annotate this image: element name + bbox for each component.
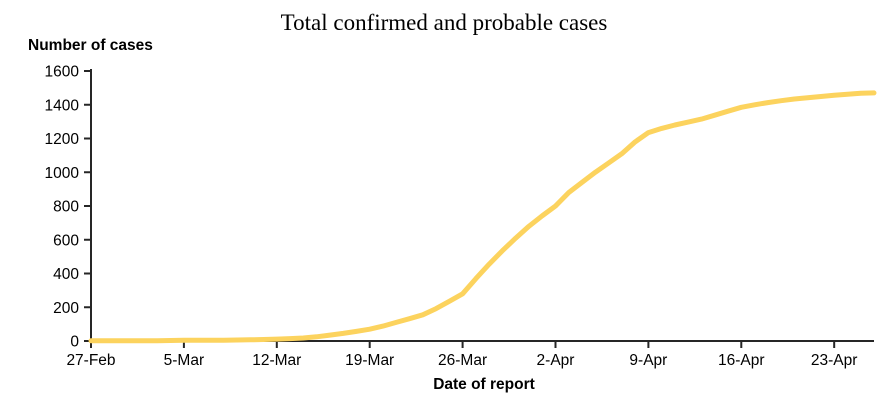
x-tick-label: 23-Apr — [811, 352, 858, 369]
y-tick-label: 200 — [53, 300, 79, 317]
x-tick-label: 19-Mar — [345, 352, 394, 369]
cases-series-line — [88, 90, 877, 344]
y-tick-label: 1400 — [45, 97, 80, 114]
x-axis: 27-Feb 5-Mar 12-Mar 19-Mar 26-Mar 2-Apr 9-Apr 1… — [66, 340, 874, 369]
x-tick-label: 16-Apr — [718, 352, 765, 369]
y-tick-label: 600 — [53, 232, 79, 249]
y-tick-label: 1200 — [45, 131, 80, 148]
x-tick-label: 12-Mar — [252, 352, 301, 369]
y-tick-label: 800 — [53, 199, 79, 216]
x-tick-label: 27-Feb — [66, 352, 115, 369]
y-axis-title: Number of cases — [28, 37, 153, 54]
y-tick-label: 400 — [53, 266, 79, 283]
chart-title: Total confirmed and probable cases — [281, 10, 608, 35]
y-tick-label: 1600 — [45, 64, 80, 81]
x-tick-label: 5-Mar — [164, 352, 204, 369]
x-tick-label: 26-Mar — [438, 352, 487, 369]
x-tick-label: 2-Apr — [537, 352, 575, 369]
y-axis: 0 200 400 600 800 1000 1200 1400 1600 — [45, 64, 92, 351]
x-tick-label: 9-Apr — [629, 352, 667, 369]
y-tick-label: 0 — [70, 334, 79, 351]
x-axis-title: Date of report — [433, 376, 535, 393]
y-tick-label: 1000 — [45, 165, 80, 182]
